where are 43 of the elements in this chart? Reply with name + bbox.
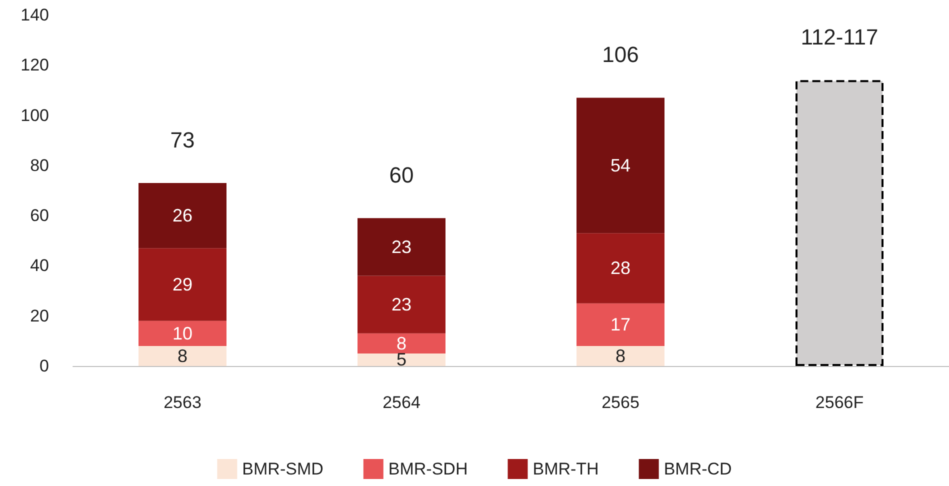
bar	[138, 320, 226, 346]
y-tick-label: 60	[30, 206, 49, 226]
data-label: 8	[615, 346, 626, 366]
bar	[358, 276, 446, 334]
legend-label: BMR-SDH	[388, 460, 468, 478]
x-tick-label: 2563	[164, 393, 202, 412]
total-label: 60	[389, 162, 414, 188]
y-tick-label: 40	[30, 256, 49, 276]
bar	[138, 346, 226, 366]
data-label: 23	[391, 236, 412, 257]
x-tick-label: 2566F	[815, 393, 864, 412]
data-label: 8	[177, 346, 188, 366]
bar	[576, 233, 664, 304]
bar	[138, 248, 226, 321]
y-tick-label: 0	[40, 356, 49, 376]
bar	[576, 346, 664, 366]
legend-label: BMR-SMD	[242, 460, 324, 478]
y-tick-label: 20	[30, 306, 49, 326]
y-tick-label: 140	[20, 6, 49, 24]
bar	[358, 353, 446, 366]
total-label: 106	[602, 42, 639, 68]
x-tick-label: 2564	[382, 393, 420, 412]
data-label: 26	[172, 206, 193, 226]
y-tick-label: 100	[20, 106, 49, 125]
bar	[576, 98, 664, 234]
data-label: 29	[172, 274, 193, 295]
bar	[138, 182, 226, 248]
data-label: 17	[610, 314, 631, 335]
y-tick-label: 120	[20, 56, 49, 75]
data-label: 10	[172, 323, 193, 344]
data-label: 54	[610, 155, 631, 176]
legend-label: BMR-TH	[532, 460, 599, 478]
bar	[796, 80, 884, 366]
x-tick-label: 2565	[602, 393, 640, 412]
y-tick-label: 80	[30, 156, 49, 175]
total-label: 73	[170, 127, 195, 152]
data-label: 28	[610, 258, 631, 278]
legend-label: BMR-CD	[664, 460, 732, 478]
bar	[576, 303, 664, 346]
bar	[358, 218, 446, 276]
bar	[358, 333, 446, 354]
total-label: 112-117	[800, 24, 878, 50]
data-label: 23	[391, 294, 412, 315]
